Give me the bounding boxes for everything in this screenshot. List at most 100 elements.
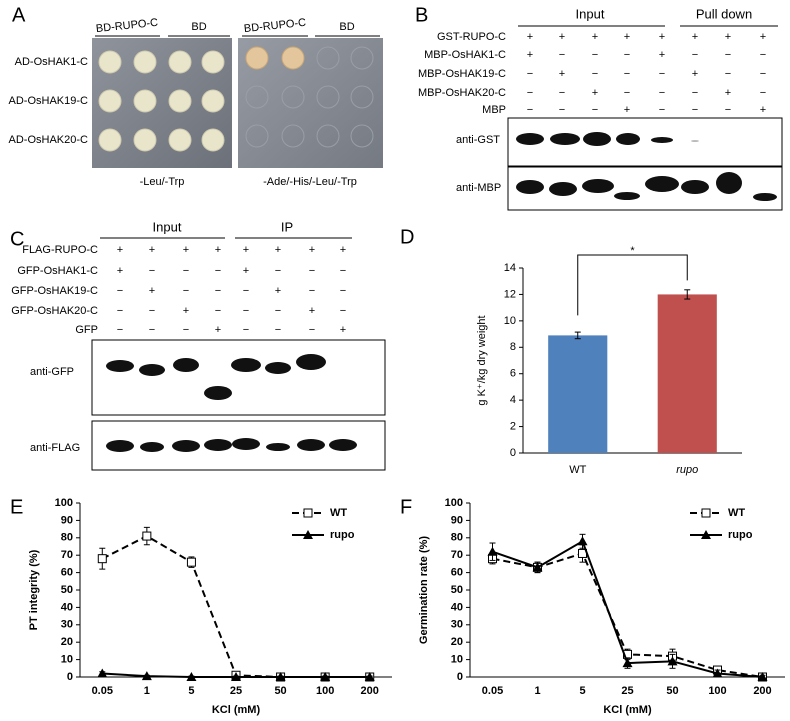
x-tick-label: 100 (708, 685, 726, 697)
sign: + (624, 31, 630, 43)
sign: − (692, 87, 698, 99)
marker (97, 554, 107, 564)
sign: − (592, 68, 598, 80)
marker (757, 672, 768, 681)
sign: − (659, 87, 665, 99)
legend-marker (303, 508, 313, 518)
legend-marker (701, 508, 711, 518)
row-label: FLAG-RUPO-C (22, 244, 98, 256)
colonies (98, 46, 374, 152)
sign: + (527, 31, 533, 43)
series-line (101, 534, 370, 678)
colony (201, 50, 225, 74)
sign: + (243, 244, 249, 256)
y-axis-label: PT integrity (%) (28, 549, 40, 630)
sign: − (183, 324, 189, 336)
colony (350, 46, 374, 70)
colony (98, 89, 122, 113)
y-tick-label: 20 (451, 636, 463, 648)
y-tick-label: 60 (61, 567, 73, 579)
sign: − (117, 324, 123, 336)
sign: + (340, 244, 346, 256)
row-label: MBP-OsHAK20-C (418, 87, 506, 99)
sign: − (760, 68, 766, 80)
x-tick-label: WT (569, 464, 586, 476)
y-tick-label: 14 (504, 262, 516, 274)
colony (168, 128, 192, 152)
y-tick-label: 0 (510, 447, 516, 459)
sign: − (692, 104, 698, 116)
panel-letter: C (10, 228, 24, 250)
marker (320, 672, 331, 681)
sign: − (275, 324, 281, 336)
x-tick-label: 100 (316, 685, 334, 697)
x-tick-label: 50 (274, 685, 286, 697)
sign: − (592, 104, 598, 116)
sign: − (760, 49, 766, 61)
y-tick-label: 40 (451, 601, 463, 613)
colony (281, 46, 305, 70)
y-tick-label: 50 (451, 584, 463, 596)
marker (186, 672, 197, 681)
colony (133, 128, 157, 152)
sign: + (527, 49, 533, 61)
sign: − (243, 285, 249, 297)
legend-label: WT (330, 507, 347, 519)
legend-label: WT (728, 507, 745, 519)
marker (532, 562, 543, 572)
colony (350, 124, 374, 148)
blot-label: anti-FLAG (30, 442, 80, 454)
sign: − (243, 324, 249, 336)
x-axis-label: KCl (mM) (212, 704, 261, 716)
colony (133, 50, 157, 74)
x-axis-label: KCl (mM) (603, 704, 652, 716)
colony (316, 124, 340, 148)
panel-letter: D (400, 226, 414, 248)
blot-label: anti-MBP (456, 182, 501, 194)
x-tick-label: 1 (144, 685, 150, 697)
sign: − (527, 87, 533, 99)
y-tick-label: 10 (61, 654, 73, 666)
sign: − (243, 305, 249, 317)
group-label: BD-RUPO-C (243, 17, 306, 35)
sign: + (692, 31, 698, 43)
marker (364, 672, 375, 681)
sign: + (215, 324, 221, 336)
sign: + (275, 285, 281, 297)
sign: − (624, 49, 630, 61)
sign: − (275, 265, 281, 277)
sign: − (275, 305, 281, 317)
sign: − (624, 87, 630, 99)
panel-letter: E (10, 496, 23, 518)
panel-letter: B (415, 4, 428, 26)
colony (316, 85, 340, 109)
y-tick-label: 70 (61, 549, 73, 561)
sign: − (340, 285, 346, 297)
sign: + (725, 31, 731, 43)
colony (350, 85, 374, 109)
blot (91, 339, 386, 416)
sign: + (117, 265, 123, 277)
y-tick-label: 12 (504, 288, 516, 300)
y-tick-label: 70 (451, 549, 463, 561)
marker (487, 546, 498, 556)
sign: + (149, 244, 155, 256)
legend-label: rupo (330, 529, 355, 541)
y-tick-label: 80 (61, 532, 73, 544)
y-tick-label: 80 (451, 532, 463, 544)
row-label: GFP-OsHAK19-C (11, 285, 98, 297)
colony (281, 85, 305, 109)
legend-label: rupo (728, 529, 753, 541)
y-tick-label: 2 (510, 420, 516, 432)
sign: + (760, 31, 766, 43)
row-label: GFP (75, 324, 98, 336)
y-axis-label: g K⁺/kg dry weight (476, 315, 488, 405)
x-tick-label: 200 (361, 685, 379, 697)
row-label: MBP-OsHAK19-C (418, 68, 506, 80)
y-tick-label: 6 (510, 368, 516, 380)
sign: + (559, 68, 565, 80)
row-label: MBP (482, 104, 506, 116)
colony (201, 89, 225, 113)
panel-letter: F (400, 496, 412, 518)
row-label: GFP-OsHAK1-C (17, 265, 98, 277)
